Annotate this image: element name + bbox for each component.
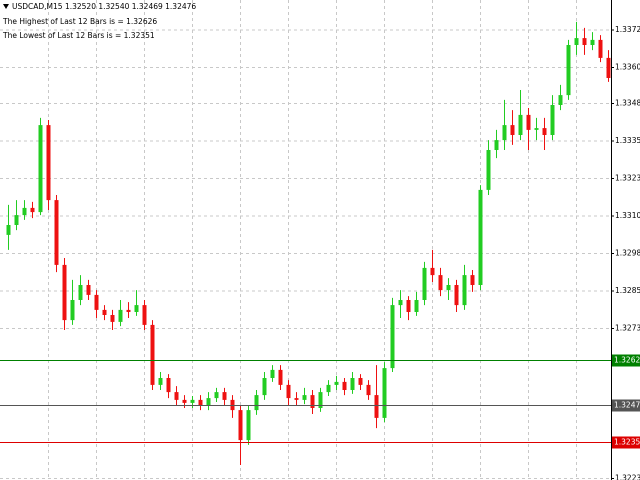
- candle-body: [326, 384, 331, 393]
- candle-body: [366, 384, 371, 396]
- candle-body: [550, 105, 555, 135]
- candle-body: [574, 38, 579, 45]
- y-tick-label: 1.32855: [615, 286, 640, 295]
- candle-body: [446, 285, 451, 291]
- candle-body: [534, 128, 539, 130]
- candle-body: [566, 45, 571, 96]
- candle-body: [398, 300, 403, 306]
- candle-body: [78, 285, 83, 300]
- candle-body: [166, 378, 171, 393]
- candle-body: [542, 128, 547, 135]
- y-tick-label: 1.33725: [615, 25, 640, 34]
- candle-body: [62, 264, 67, 321]
- candle-body: [38, 125, 43, 213]
- candle-body: [510, 125, 515, 135]
- candle-body: [214, 392, 219, 399]
- candle-body: [238, 410, 243, 441]
- candle-body: [198, 399, 203, 405]
- candle-body: [478, 189, 483, 285]
- level-label: 1.32626: [614, 356, 640, 365]
- candle-body: [470, 275, 475, 285]
- candle-body: [254, 395, 259, 411]
- candle-body: [70, 300, 75, 321]
- candle-body: [590, 39, 595, 45]
- y-tick-label: 1.33600: [615, 63, 640, 72]
- level-label-box: [612, 399, 640, 412]
- candle-body: [430, 267, 435, 276]
- y-tick-label: 1.3348: [615, 99, 640, 108]
- candle-body: [518, 114, 523, 135]
- candle-body: [494, 140, 499, 150]
- plot-area: [0, 0, 611, 480]
- candle-body: [54, 200, 59, 265]
- candle-body: [118, 309, 123, 322]
- candle-body: [110, 315, 115, 322]
- candle-body: [182, 399, 187, 403]
- candle-body: [86, 285, 91, 295]
- candle-body: [454, 285, 459, 306]
- candle-body: [598, 39, 603, 58]
- candle-body: [302, 395, 307, 400]
- level-label-box: [612, 354, 640, 367]
- candle-body: [190, 399, 195, 403]
- candle-body: [158, 378, 163, 385]
- candle-body: [318, 392, 323, 408]
- annotation: The Lowest of Last 12 Bars is = 1.32351: [2, 31, 155, 40]
- candle-body: [126, 309, 131, 312]
- candle-body: [358, 378, 363, 385]
- candle-body: [334, 381, 339, 385]
- y-tick-label: 1.32980: [615, 249, 640, 258]
- chart-header: USDCAD,M15 1.32520 1.32540 1.32469 1.324…: [12, 2, 196, 11]
- candle-body: [422, 267, 427, 300]
- candle-body: [150, 324, 155, 385]
- candle-body: [142, 305, 147, 325]
- y-tick-label: 1.33355: [615, 136, 640, 145]
- candle-body: [22, 207, 27, 216]
- candle-body: [30, 207, 35, 213]
- candle-body: [414, 300, 419, 312]
- candle-body: [278, 369, 283, 385]
- candle-body: [310, 395, 315, 408]
- symbol-menu-arrow[interactable]: [3, 4, 9, 9]
- candle-body: [374, 395, 379, 418]
- candle-body: [406, 300, 411, 312]
- y-tick-label: 1.32730: [615, 324, 640, 333]
- candle-body: [222, 392, 227, 400]
- candle-body: [582, 38, 587, 45]
- y-tick-label: 1.33105: [615, 211, 640, 220]
- candle-body: [174, 392, 179, 400]
- candle-body: [462, 275, 467, 306]
- level-label-box: [612, 436, 640, 449]
- candle-body: [438, 275, 443, 291]
- candle-body: [390, 305, 395, 369]
- candle-body: [94, 294, 99, 310]
- annotation: The Highest of Last 12 Bars is = 1.32626: [2, 17, 157, 26]
- candle-body: [486, 150, 491, 190]
- level-label: 1.32476: [614, 401, 640, 410]
- level-label: 1.32351: [614, 438, 640, 447]
- candle-body: [14, 215, 19, 225]
- candle-body: [294, 398, 299, 400]
- candle-body: [382, 368, 387, 418]
- candle-body: [350, 378, 355, 390]
- candle-body: [606, 57, 611, 78]
- candle-body: [246, 410, 251, 441]
- candle-body: [558, 95, 563, 105]
- candle-body: [526, 114, 531, 130]
- candle-body: [502, 125, 507, 141]
- candle-body: [342, 381, 347, 390]
- candle-body: [46, 125, 51, 201]
- y-tick-label: 1.32230: [615, 474, 640, 480]
- candle-body: [262, 378, 267, 396]
- candle-body: [6, 225, 11, 235]
- candle-body: [270, 369, 275, 378]
- candle-body: [206, 398, 211, 405]
- candle-body: [134, 305, 139, 312]
- y-tick-label: 1.3323: [615, 174, 640, 183]
- candle-body: [102, 309, 107, 315]
- candle-body: [286, 384, 291, 399]
